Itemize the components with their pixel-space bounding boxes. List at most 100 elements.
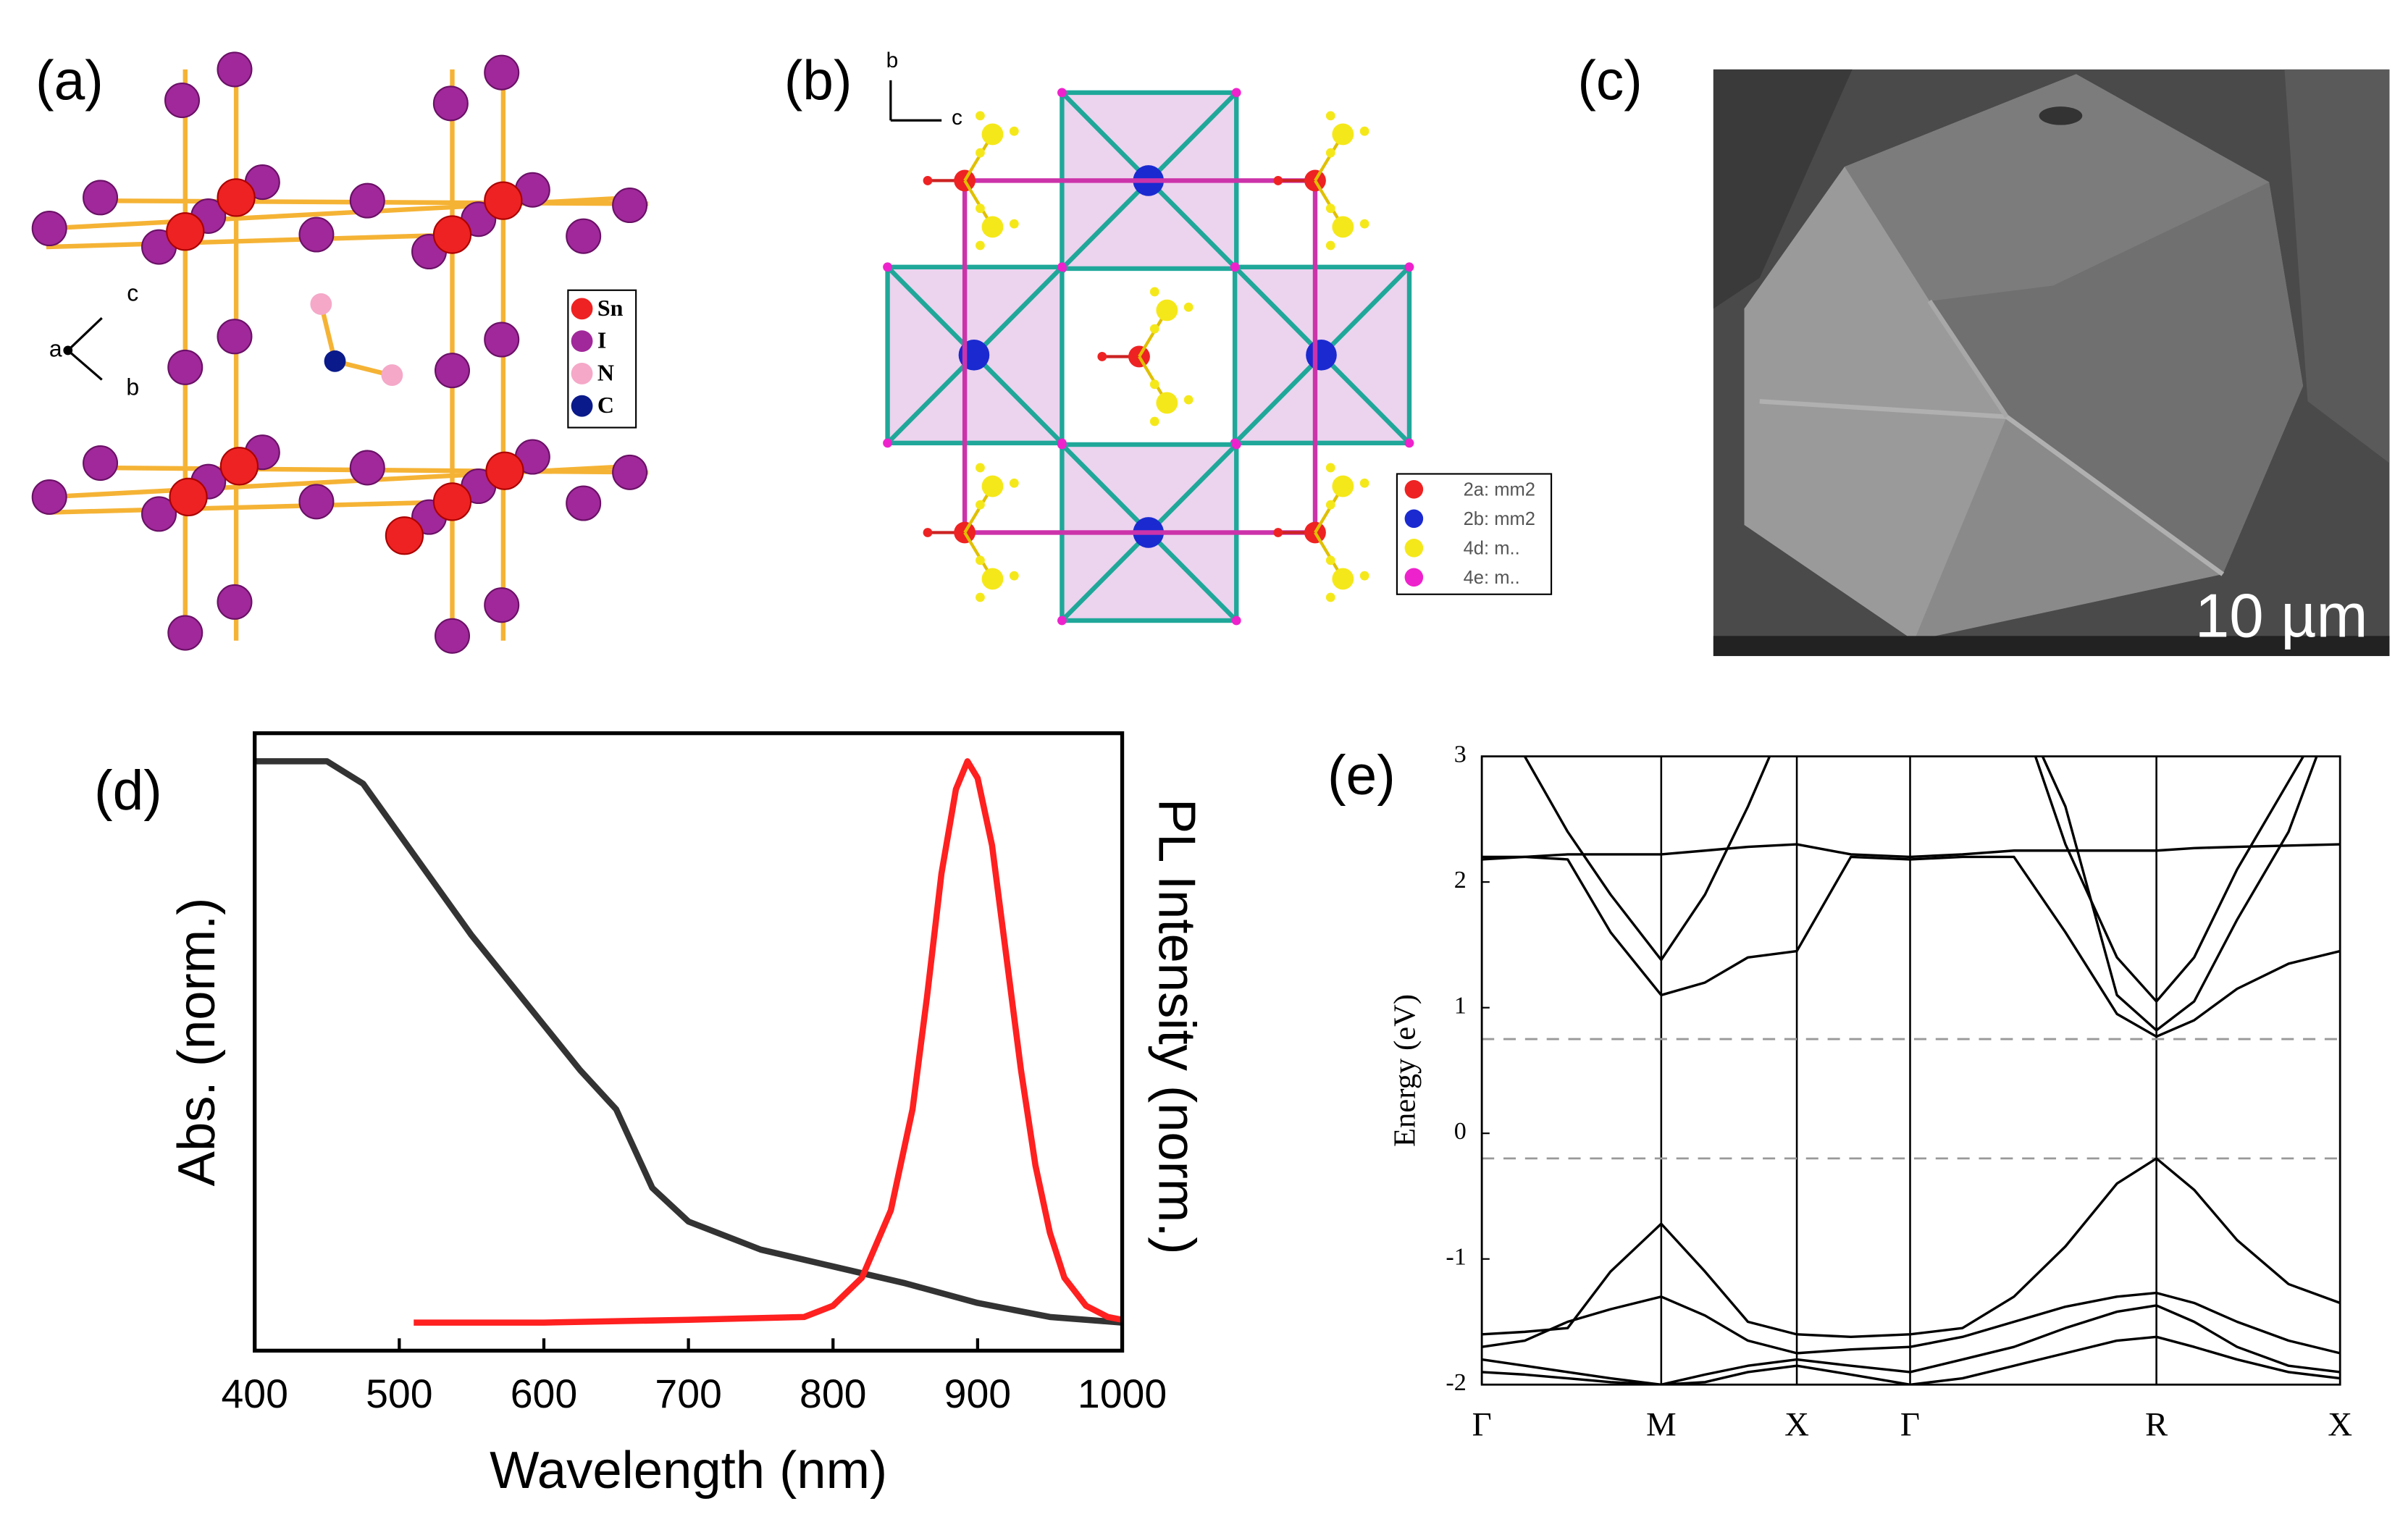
tin-atom	[217, 178, 256, 217]
iodine-atom	[612, 188, 648, 224]
sem-info-bar	[1713, 636, 2390, 657]
site-4d	[1009, 571, 1019, 581]
y-tick-label: -1	[1446, 1244, 1466, 1271]
legend-swatch	[1404, 480, 1424, 499]
tin-atom	[385, 516, 424, 555]
iodine-atom	[167, 615, 204, 651]
legend-box	[1396, 473, 1553, 595]
legend-swatch	[1404, 539, 1424, 558]
site-4d	[1009, 219, 1019, 229]
series-line	[1482, 843, 2341, 861]
site-4e	[1404, 262, 1414, 272]
plot-frame	[1480, 755, 2341, 1386]
site-4d	[1183, 302, 1193, 312]
site-4d	[976, 203, 985, 214]
site-4d	[1325, 500, 1335, 510]
site-4d	[976, 111, 985, 121]
iodine-atom	[484, 54, 520, 91]
site-4e	[1230, 262, 1240, 272]
site-4d	[1325, 463, 1335, 473]
site-4d	[981, 568, 1004, 590]
site-4d	[1009, 478, 1019, 488]
panel-label: (e)	[1327, 745, 1396, 807]
legend-label: 4e: m..	[1464, 568, 1520, 588]
tin-atom	[169, 477, 208, 517]
site-4d	[1359, 571, 1369, 581]
series-line	[1482, 855, 2341, 1038]
nitrogen-atom	[310, 293, 332, 315]
iodine-atom	[31, 479, 67, 515]
plot-area	[1482, 756, 2341, 1385]
site-4e	[1057, 615, 1067, 626]
x-tick-label: M	[1646, 1406, 1677, 1444]
series-line	[2041, 756, 2318, 1032]
site-4d	[1325, 592, 1335, 602]
legend-label: 2b: mm2	[1464, 509, 1535, 529]
sem-face-right	[1929, 182, 2304, 575]
iodine-atom	[432, 85, 469, 122]
axis-label: a	[49, 335, 62, 361]
site-4d	[1332, 123, 1354, 146]
site-4d	[1359, 478, 1369, 488]
y-axis-label-right: PL Intensity (norm.)	[1148, 799, 1207, 1255]
axis-arrow	[67, 317, 103, 352]
sem-shadow	[1713, 69, 1853, 309]
site-4d	[1332, 475, 1354, 497]
site-2a	[923, 176, 933, 185]
sem-edge	[2005, 415, 2225, 576]
axis-label: b	[126, 374, 139, 400]
x-axis-label: Wavelength (nm)	[490, 1441, 887, 1500]
scale-bar-label: 10 µm	[2195, 582, 2368, 651]
site-4e	[1231, 615, 1241, 626]
cell-outline	[962, 178, 1318, 535]
site-4d	[981, 216, 1004, 238]
legend-label: I	[597, 328, 606, 353]
x-tick-label: 1000	[1078, 1371, 1167, 1416]
site-4d	[976, 463, 985, 473]
legend-label: Sn	[597, 295, 624, 321]
site-4d	[976, 555, 985, 566]
sem-face-top	[1845, 74, 2270, 301]
axis-label: c	[952, 106, 962, 130]
legend-swatch	[1404, 568, 1424, 587]
iodine-atom	[434, 618, 471, 654]
x-tick-label: R	[2145, 1406, 2168, 1444]
site-4d	[1359, 219, 1369, 229]
iodine-atom	[298, 484, 335, 520]
site-4d	[1149, 379, 1159, 390]
iodine-atom	[141, 496, 177, 532]
panel-b: (b) b c 2a: mm2 2b: mm2 4d: m.. 4e: m..	[784, 49, 1553, 626]
iodine-atom	[31, 210, 67, 247]
site-4d	[1325, 148, 1335, 158]
iodine-atom	[83, 180, 119, 216]
y-tick-label: 0	[1454, 1118, 1467, 1145]
y-tick-label: 1	[1454, 992, 1467, 1019]
axis-arrow	[67, 349, 103, 381]
sem-face-left	[1744, 167, 2007, 641]
series-line	[254, 758, 1123, 1326]
iodine-atom	[217, 319, 253, 355]
plot-frame	[253, 731, 1125, 1353]
site-2a	[1097, 352, 1107, 361]
legend-label: 4d: m..	[1464, 539, 1520, 559]
iodine-atom	[484, 321, 520, 358]
x-tick-label: X	[2328, 1406, 2352, 1444]
site-4d	[1009, 126, 1019, 136]
site-4d	[1332, 568, 1354, 590]
site-4d	[1183, 395, 1193, 405]
site-4e	[1057, 88, 1067, 98]
y-axis-label: Energy (eV)	[1388, 994, 1422, 1147]
y-tick-label: -2	[1446, 1369, 1466, 1396]
iodine-atom	[566, 218, 602, 254]
series-line	[1482, 1291, 2341, 1355]
site-4d	[976, 500, 985, 510]
x-tick-label: X	[1784, 1406, 1809, 1444]
plot-area	[254, 758, 1123, 1326]
legend-label: 2a: mm2	[1464, 480, 1535, 500]
panel-d: (d) 400 500 600 700 800 900 1000 Wavelength (nm)…	[94, 731, 1207, 1500]
iodine-atom	[83, 445, 119, 482]
x-tick-label: 600	[511, 1371, 577, 1416]
legend-swatch	[571, 395, 593, 417]
